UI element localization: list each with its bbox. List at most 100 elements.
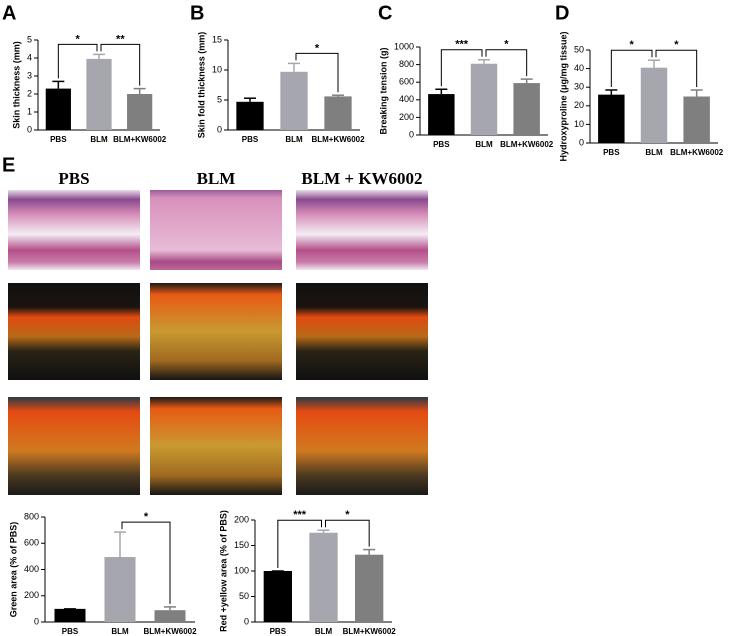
micrograph (150, 397, 282, 495)
column-label: PBS (58, 169, 89, 188)
y-tick-label: 30 (574, 82, 584, 92)
y-axis-title: Green area (% of PBS) (8, 522, 18, 618)
bar (86, 58, 112, 130)
micrograph (150, 190, 282, 270)
y-tick-label: 0 (409, 129, 414, 139)
column-label: BLM + KW6002 (301, 169, 422, 188)
significance-bracket (277, 519, 322, 568)
bar (640, 67, 668, 143)
panel-letter: B (190, 2, 204, 24)
y-tick-label: 400 (399, 94, 414, 104)
significance-bracket (655, 49, 698, 87)
x-tick-label: BLM+KW6002 (113, 135, 167, 144)
x-tick-label: PBS (62, 627, 79, 636)
y-tick-label: 150 (234, 540, 249, 550)
bar (45, 88, 71, 130)
x-tick-label: PBS (50, 135, 67, 144)
x-tick-label: PBS (433, 140, 450, 149)
y-tick-label: 0 (244, 616, 249, 626)
y-tick-label: 3 (27, 70, 32, 80)
micrograph (150, 283, 282, 380)
bar (683, 96, 710, 143)
y-tick-label: 200 (24, 590, 39, 600)
y-tick-label: 5 (217, 94, 222, 104)
micrograph (296, 397, 428, 495)
bar (309, 532, 338, 622)
y-tick-label: 600 (24, 538, 39, 548)
bar (263, 571, 292, 622)
column-label: BLM (197, 169, 236, 188)
micrograph (8, 190, 140, 270)
micrographs (8, 190, 428, 495)
micrograph (296, 283, 428, 380)
significance-label: * (315, 42, 320, 54)
significance-label: * (345, 509, 350, 521)
bar (428, 94, 455, 135)
x-tick-label: BLM (90, 135, 108, 144)
x-tick-label: BLM (285, 135, 303, 144)
y-tick-label: 5 (27, 34, 32, 44)
bar (324, 96, 352, 130)
panel-letter: E (2, 154, 15, 176)
significance-label: * (674, 39, 679, 51)
y-tick-label: 200 (234, 514, 249, 524)
micrograph (8, 283, 140, 380)
y-axis-title: Skin thickness (mm) (11, 41, 21, 129)
x-tick-label: BLM+KW6002 (311, 135, 365, 144)
y-tick-label: 1000 (394, 41, 414, 51)
x-tick-label: BLM+KW6002 (343, 627, 397, 636)
x-tick-label: BLM+KW6002 (500, 140, 554, 149)
x-tick-label: PBS (270, 627, 287, 636)
significance-bracket (325, 519, 370, 547)
panel-letter: C (378, 2, 392, 24)
y-axis-title: Skin fold thickness (mm) (196, 32, 206, 139)
significance-label: ** (116, 33, 125, 45)
micrograph (296, 190, 428, 270)
bar (280, 71, 308, 130)
y-tick-label: 20 (574, 100, 584, 110)
micrograph (8, 397, 140, 495)
significance-label: * (144, 511, 149, 523)
y-tick-label: 800 (399, 59, 414, 69)
significance-bracket (440, 49, 483, 87)
x-tick-label: BLM (315, 627, 333, 636)
bar (104, 557, 136, 622)
x-tick-label: PBS (242, 135, 259, 144)
significance-bracket (485, 49, 528, 77)
y-tick-label: 50 (574, 44, 584, 54)
y-tick-label: 10 (574, 119, 584, 129)
y-tick-label: 10 (212, 64, 222, 74)
x-tick-label: BLM+KW6002 (670, 148, 724, 157)
x-tick-label: BLM (111, 627, 129, 636)
y-tick-label: 0 (27, 124, 32, 134)
y-tick-label: 2 (27, 88, 32, 98)
y-tick-label: 100 (234, 565, 249, 575)
bar (598, 94, 625, 143)
y-axis-title: Red +yellow area (% of PBS) (218, 510, 228, 632)
x-tick-label: BLM (645, 148, 663, 157)
y-tick-label: 0 (217, 124, 222, 134)
significance-label: *** (455, 39, 469, 51)
significance-label: * (504, 39, 509, 51)
bar (54, 608, 86, 622)
y-tick-label: 400 (24, 564, 39, 574)
y-tick-label: 200 (399, 112, 414, 122)
bar (127, 94, 153, 130)
bar (355, 554, 384, 622)
y-tick-label: 50 (239, 591, 249, 601)
y-tick-label: 0 (579, 137, 584, 147)
y-tick-label: 0 (34, 616, 39, 626)
x-tick-label: BLM+KW6002 (143, 627, 197, 636)
significance-label: * (76, 33, 81, 45)
y-tick-label: 800 (24, 511, 39, 521)
significance-bracket (295, 52, 339, 93)
significance-bracket (610, 49, 653, 87)
x-tick-label: PBS (603, 148, 620, 157)
y-axis-title: Breaking tension (g) (378, 47, 388, 134)
significance-bracket (57, 43, 98, 79)
y-tick-label: 40 (574, 63, 584, 73)
bar (236, 101, 264, 130)
y-axis-title: Hydroxyproline (μg/mg tissue) (558, 31, 568, 161)
panel-letter: A (2, 2, 16, 24)
